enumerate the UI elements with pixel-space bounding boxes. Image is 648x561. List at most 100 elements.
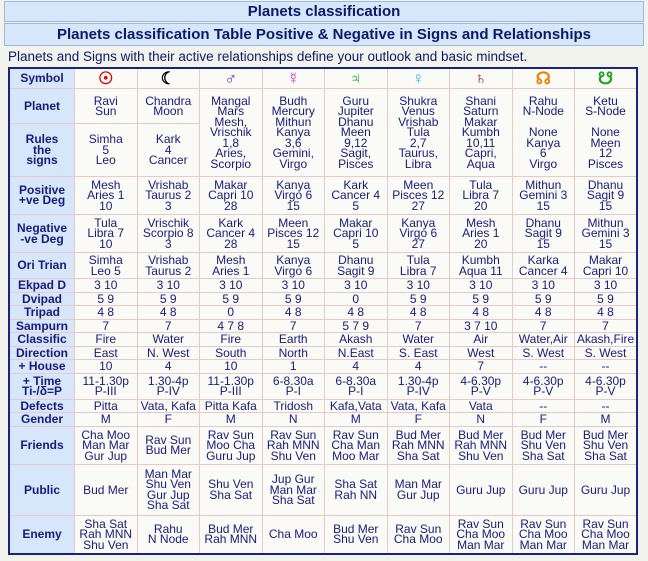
- table-cell: East: [74, 345, 138, 361]
- table-cell: Rahu N Node: [136, 514, 200, 555]
- table-cell: 5 9: [574, 291, 638, 307]
- table-cell: Air: [449, 332, 513, 347]
- table-cell: Akash: [324, 332, 388, 347]
- table-cell: Bud Mer Shu Ven: [324, 514, 388, 555]
- table-cell: 5 9: [199, 291, 263, 307]
- row-label: Enemy: [8, 514, 75, 555]
- table-cell: Man Mar Gur Jup: [386, 463, 450, 516]
- table-cell: Mangal Mars Mesh, Vrischik 1,8 Aries, Sc…: [199, 88, 263, 177]
- table-cell: 5 7 9: [324, 318, 388, 334]
- table-cell: 7: [261, 318, 325, 334]
- table-cell: 7: [511, 318, 575, 334]
- table-cell: 6-8.30a P-I: [324, 372, 388, 400]
- table-cell: 1: [261, 359, 325, 374]
- table-cell: 4 7 8: [199, 318, 263, 334]
- table-cell: Rav Sun Cha Moo Man Mar: [511, 514, 575, 555]
- table-cell: Bud Mer Shu Ven Sha Sat: [574, 425, 638, 465]
- row-label: + Time Ti-/δ=P: [8, 372, 75, 400]
- table-cell: Rav Sun Bud Mer: [136, 425, 200, 465]
- row-label: Classific: [8, 332, 75, 347]
- table-cell: Karka Cancer 4: [511, 252, 575, 280]
- row-label: Rules the signs: [8, 123, 75, 177]
- table-cell: 3 10: [261, 278, 325, 293]
- table-cell: Guru Jupiter Dhanu Meen 9,12 Sagit, Pisc…: [324, 88, 388, 177]
- table-cell: 7: [74, 318, 138, 334]
- table-cell: 0: [324, 291, 388, 307]
- table-cell: Bud Mer Rah MNN: [199, 514, 263, 555]
- table-cell: Tula Libra 7 10: [74, 213, 138, 254]
- table-cell: Dhanu Sagit 9 15: [511, 213, 575, 254]
- table-cell: 1.30-4p P-IV: [136, 372, 200, 400]
- table-cell: Kanya Virgo 6 27: [386, 213, 450, 254]
- table-cell: 3 10: [574, 278, 638, 293]
- table-row: Defects Pitta Vata, Kafa Pitta Kafa Tridosh K…: [8, 398, 638, 414]
- table-cell: 4-6.30p P-V: [574, 372, 638, 400]
- table-cell: Shukra Venus Vrishab Tula 2,7 Taurus, Li…: [386, 88, 450, 177]
- table-cell: 1.30-4p P-IV: [386, 372, 450, 400]
- table-cell: Guru Jup: [511, 463, 575, 516]
- planet-symbol: ☊: [511, 67, 575, 90]
- planet-symbol: ♀: [386, 67, 450, 90]
- table-cell: Meen Pisces 12 27: [386, 175, 450, 215]
- table-cell: Pitta Kafa: [199, 398, 263, 414]
- table-cell: Kark 4 Cancer: [136, 123, 200, 177]
- table-cell: 10: [199, 359, 263, 374]
- row-label: Sampurn: [8, 318, 75, 334]
- table-row: Gender M F M N M F N F M: [8, 412, 638, 427]
- table-cell: 3 10: [449, 278, 513, 293]
- table-row: Classific Fire Water Fire Earth Akash Water Air…: [8, 332, 638, 347]
- table-cell: M: [574, 412, 638, 427]
- table-cell: South: [199, 345, 263, 361]
- table-cell: 4-6.30p P-V: [511, 372, 575, 400]
- table-cell: Bud Mer: [74, 463, 138, 516]
- planet-symbol: ♂: [199, 67, 263, 90]
- table-cell: Mesh Aries 1 20: [449, 213, 513, 254]
- table-cell: Dhanu Sagit 9 15: [574, 175, 638, 215]
- table-cell: 3 7 10: [449, 318, 513, 334]
- table-cell: M: [324, 412, 388, 427]
- table-cell: Tridosh: [261, 398, 325, 414]
- table-cell: Ketu S-Node None Meen 12 Pisces: [574, 88, 638, 177]
- table-cell: Vata, Kafa: [136, 398, 200, 414]
- table-cell: Rav Sun Cha Moo: [386, 514, 450, 555]
- table-cell: 3 10: [324, 278, 388, 293]
- table-row: Positive +ve Deg Mesh Aries 1 10 Vrishab T…: [8, 175, 638, 215]
- table-cell: Dhanu Sagit 9: [324, 252, 388, 280]
- row-label: + House: [8, 359, 75, 374]
- table-cell: Mithun Gemini 3 15: [511, 175, 575, 215]
- row-label: Public: [8, 463, 75, 516]
- table-cell: 4: [324, 359, 388, 374]
- table-cell: 4 8: [386, 305, 450, 320]
- table-cell: 5 9: [74, 291, 138, 307]
- row-label: Positive +ve Deg: [8, 175, 75, 215]
- table-cell: M: [199, 412, 263, 427]
- table-cell: Rav Sun Cha Man Moo Mar: [324, 425, 388, 465]
- table-cell: N: [261, 412, 325, 427]
- row-label: Symbol: [8, 67, 75, 90]
- table-cell: F: [136, 412, 200, 427]
- table-cell: Vata, Kafa: [386, 398, 450, 414]
- table-cell: 5 9: [511, 291, 575, 307]
- table-cell: 4 8: [511, 305, 575, 320]
- table-cell: Bud Mer Shu Ven Sha Sat: [511, 425, 575, 465]
- table-cell: Kanya Virgo 6: [261, 252, 325, 280]
- table-cell: 7: [574, 318, 638, 334]
- table-row: Negative -ve Deg Tula Libra 7 10 Vrischik …: [8, 213, 638, 254]
- table-row: Planet Ravi Sun Chandra Moon Mangal Mars Me…: [8, 88, 638, 177]
- table-cell: --: [511, 359, 575, 374]
- table-cell: 4 8: [574, 305, 638, 320]
- table-cell: N.East: [324, 345, 388, 361]
- table-cell: 4-6.30p P-V: [449, 372, 513, 400]
- table-cell: 4: [386, 359, 450, 374]
- table-row: Enemy Sha Sat Rah MNN Shu Ven Rahu N Node B…: [8, 514, 638, 555]
- table-cell: F: [386, 412, 450, 427]
- table-cell: 4 8: [74, 305, 138, 320]
- planets-table: Symbol ☉ ☾ ♂ ☿ ♃ ♀ ♄ ☊ ☋ Planet Ravi Sun Chandra Moo…: [8, 67, 638, 555]
- row-label: Negative -ve Deg: [8, 213, 75, 254]
- table-cell: Jup Gur Man Mar Sha Sat: [261, 463, 325, 516]
- table-cell: Rav Sun Cha Moo Man Mar: [574, 514, 638, 555]
- table-cell: Bud Mer Rah MNN Sha Sat: [386, 425, 450, 465]
- table-cell: --: [574, 398, 638, 414]
